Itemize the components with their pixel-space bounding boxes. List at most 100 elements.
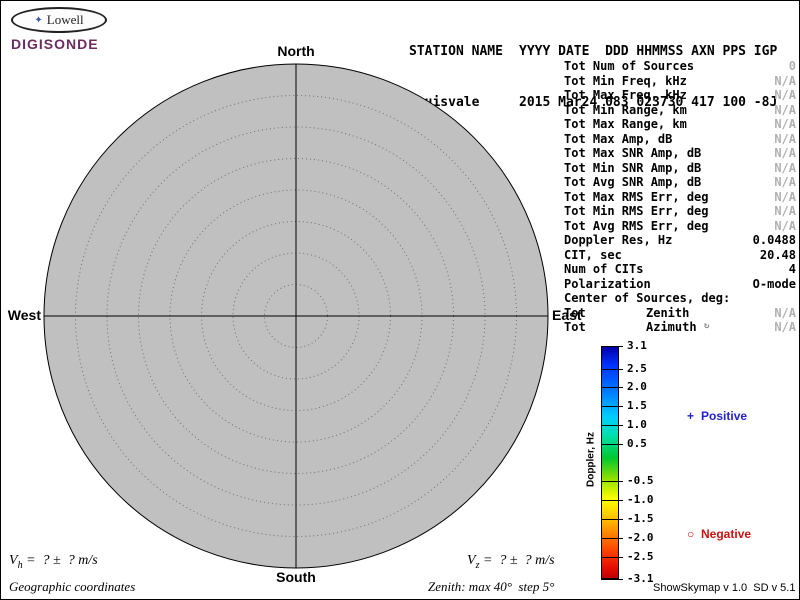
stat-row-min-snr: Tot Min SNR Amp, dB N/A — [564, 161, 796, 176]
stat-value: N/A — [774, 320, 796, 334]
skymap-plot — [43, 63, 549, 569]
stat-value: N/A — [774, 204, 796, 218]
stat-value: 4 — [788, 262, 796, 276]
stat-value: N/A — [774, 131, 796, 146]
stat-label: Tot Min RMS Err, deg — [564, 204, 709, 218]
stat-value: 0.0488 — [752, 233, 796, 247]
stat-row-min-range: Tot Min Range, km N/A — [564, 103, 796, 118]
stat-label: Tot — [564, 305, 586, 320]
rotate-icon: ↻ — [704, 321, 710, 331]
stat-section-center-of-sources: Center of Sources, deg: — [564, 291, 796, 306]
direction-label-south: South — [276, 569, 316, 585]
stat-value: N/A — [774, 117, 796, 131]
stat-row-avg-snr: Tot Avg SNR Amp, dB N/A — [564, 175, 796, 190]
colorbar-tick: -2.5 — [601, 550, 654, 563]
stat-row-tot-azimuth: Tot Azimuth ↻ N/A — [564, 320, 796, 335]
stat-row-min-rms: Tot Min RMS Err, deg N/A — [564, 204, 796, 219]
colorbar-gradient — [601, 346, 619, 579]
vh-subscript: h — [17, 559, 23, 571]
colorbar-tick: -2.0 — [601, 531, 654, 544]
colorbar-tick: 2.5 — [601, 362, 647, 375]
crosshair-axes — [44, 64, 548, 568]
stat-row-max-range: Tot Max Range, km N/A — [564, 117, 796, 132]
coordinate-system-label: Geographic coordinates — [9, 579, 136, 594]
datetime-columns-value: 2015 Mar24 083 023730 417 100 -8J — [519, 95, 778, 110]
stat-row-max-snr: Tot Max SNR Amp, dB N/A — [564, 146, 796, 161]
circle-marker-icon: ○ — [687, 527, 695, 541]
stat-row-polarization: Polarization O-mode — [564, 277, 796, 292]
zenith-scale-note: Zenith: max 40° step 5° — [428, 579, 555, 594]
stat-row-max-freq: Tot Max Freq, kHz N/A — [564, 88, 796, 103]
negative-legend: ○ Negative — [667, 513, 751, 555]
version-label: ShowSkymap v 1.0 SD v 5.1 — [653, 582, 796, 594]
positive-legend: + Positive — [667, 395, 747, 437]
stat-value: N/A — [774, 175, 796, 189]
stat-section-label: Center of Sources, deg: — [564, 291, 731, 305]
negative-label: Negative — [701, 527, 752, 541]
colorbar-tick: 0.5 — [601, 437, 647, 450]
doppler-colorbar: Doppler, Hz 3.1 2.5 2.0 1.5 1.0 0.5 -0.5… — [586, 340, 799, 586]
stat-row-avg-rms: Tot Avg RMS Err, deg N/A — [564, 219, 796, 234]
statistics-panel: Tot Num of Sources 0 Tot Min Freq, kHz N… — [564, 59, 796, 335]
vh-value: = ? ± ? m/s — [22, 553, 98, 568]
colorbar-tick: 3.1 — [601, 339, 647, 352]
plus-marker-icon: + — [687, 409, 695, 423]
stat-label: Tot Min SNR Amp, dB — [564, 160, 702, 175]
logo-brand: Lowell — [46, 12, 84, 27]
station-name-label: STATION NAME — [409, 44, 503, 59]
stat-sublabel: Zenith — [646, 305, 690, 320]
stat-label: Tot Num of Sources — [564, 59, 695, 73]
lowell-digisonde-logo: ✦ Lowell DIGISONDE — [11, 7, 107, 52]
vz-symbol: V — [467, 553, 476, 568]
stat-row-max-rms: Tot Max RMS Err, deg N/A — [564, 190, 796, 205]
stat-label: Tot Min Range, km — [564, 102, 687, 117]
stat-label: Tot Max Freq, kHz — [564, 88, 687, 102]
stat-label: CIT, sec — [564, 247, 622, 262]
stat-label: Doppler Res, Hz — [564, 233, 673, 247]
vh-symbol: V — [9, 553, 18, 568]
lowell-logo-oval: ✦ Lowell — [11, 7, 107, 33]
colorbar-tick: -1.0 — [601, 493, 654, 506]
stat-value: N/A — [774, 305, 796, 320]
stat-label: Tot Max Range, km — [564, 117, 687, 131]
stat-value: N/A — [774, 189, 796, 204]
stat-label: Tot Min Freq, kHz — [564, 73, 687, 88]
vz-value: = ? ± ? m/s — [479, 553, 555, 568]
stat-label: Tot Max SNR Amp, dB — [564, 146, 702, 160]
stat-value: O-mode — [752, 276, 796, 291]
colorbar-tick: 1.0 — [601, 418, 647, 431]
horizontal-velocity-readout: Vh = ? ± ? m/s — [9, 553, 98, 571]
stat-label: Tot Max RMS Err, deg — [564, 189, 709, 204]
stat-value: N/A — [774, 160, 796, 175]
colorbar-tick: -1.5 — [601, 512, 654, 525]
stat-label: Tot — [564, 320, 586, 334]
stat-label: Polarization — [564, 276, 651, 291]
vz-subscript: z — [475, 559, 480, 571]
stat-label: Tot Avg RMS Err, deg — [564, 218, 709, 233]
logo-product: DIGISONDE — [11, 36, 99, 52]
stat-value: N/A — [774, 73, 796, 88]
direction-label-west: West — [7, 307, 41, 323]
datetime-columns-label: YYYY DATE DDD HHMMSS AXN PPS IGP — [519, 44, 778, 59]
stat-row-cit: CIT, sec 20.48 — [564, 248, 796, 263]
direction-label-east: East — [552, 307, 582, 323]
stat-label: Tot Avg SNR Amp, dB — [564, 175, 702, 189]
colorbar-tick: 1.5 — [601, 399, 647, 412]
vertical-velocity-readout: Vz = ? ± ? m/s — [467, 553, 555, 571]
stat-label: Tot Max Amp, dB — [564, 131, 673, 146]
stat-row-max-amp: Tot Max Amp, dB N/A — [564, 132, 796, 147]
stat-value: 0 — [788, 59, 796, 73]
stat-label: Num of CITs — [564, 262, 644, 276]
stat-row-num-sources: Tot Num of Sources 0 — [564, 59, 796, 74]
positive-label: Positive — [701, 409, 748, 423]
stat-value: N/A — [774, 146, 796, 160]
stat-row-min-freq: Tot Min Freq, kHz N/A — [564, 74, 796, 89]
datetime-header: YYYY DATE DDD HHMMSS AXN PPS IGP 2015 Ma… — [519, 9, 777, 145]
colorbar-tick: 2.0 — [601, 380, 647, 393]
lowell-diamond-icon: ✦ — [34, 14, 43, 26]
stat-row-tot-zenith: Tot Zenith N/A — [564, 306, 796, 321]
colorbar-tick: -0.5 — [601, 474, 654, 487]
stat-row-doppler-res: Doppler Res, Hz 0.0488 — [564, 233, 796, 248]
stat-value: N/A — [774, 218, 796, 233]
